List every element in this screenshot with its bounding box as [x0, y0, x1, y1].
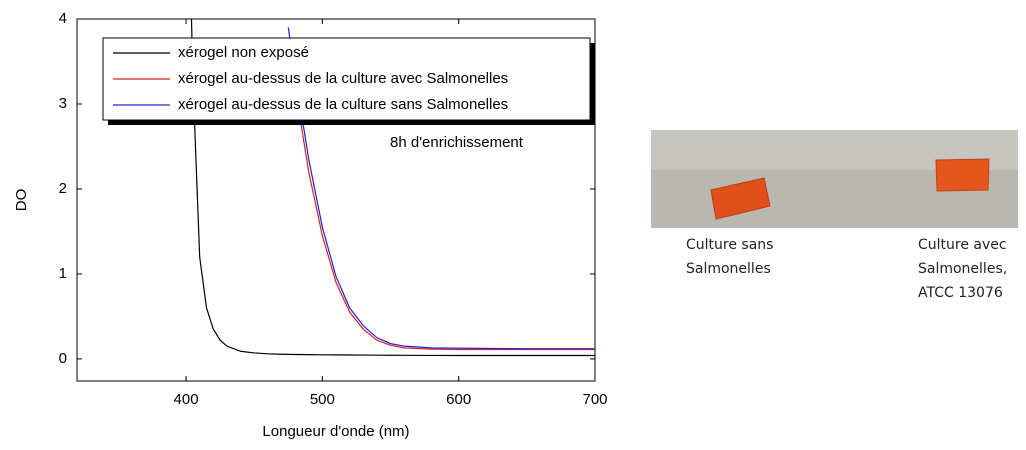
y-tick-label: 3: [59, 95, 67, 112]
x-tick-label: 600: [446, 391, 471, 408]
photo-caption: Culture avec: [918, 237, 1007, 253]
y-tick-label: 0: [59, 350, 67, 367]
x-axis-label: Longueur d'onde (nm): [262, 423, 409, 440]
y-tick-label: 4: [59, 10, 67, 27]
legend-label: xérogel au-dessus de la culture avec Sal…: [178, 70, 508, 87]
photo-caption: Culture sans: [686, 237, 773, 253]
series-line: [287, 27, 595, 350]
x-tick-label: 700: [582, 391, 607, 408]
photo-caption: ATCC 13076: [918, 285, 1003, 301]
x-tick-label: 500: [310, 391, 335, 408]
y-axis-label: DO: [13, 189, 30, 212]
photo: [651, 130, 1018, 228]
sample-left: [710, 177, 771, 220]
legend: [102, 37, 591, 121]
photo-caption: Salmonelles,: [918, 261, 1007, 277]
y-tick-label: 1: [59, 265, 67, 282]
annotation: 8h d'enrichissement: [390, 134, 524, 151]
legend-label: xérogel non exposé: [178, 44, 309, 61]
series-line: [287, 44, 595, 351]
x-tick-label: 400: [174, 391, 199, 408]
series-line: [190, 19, 595, 357]
y-tick-label: 2: [59, 180, 67, 197]
legend-label: xérogel au-dessus de la culture sans Sal…: [178, 96, 508, 113]
plot-frame: [76, 18, 596, 382]
photo-caption: Salmonelles: [686, 261, 771, 277]
sample-right: [935, 158, 990, 192]
